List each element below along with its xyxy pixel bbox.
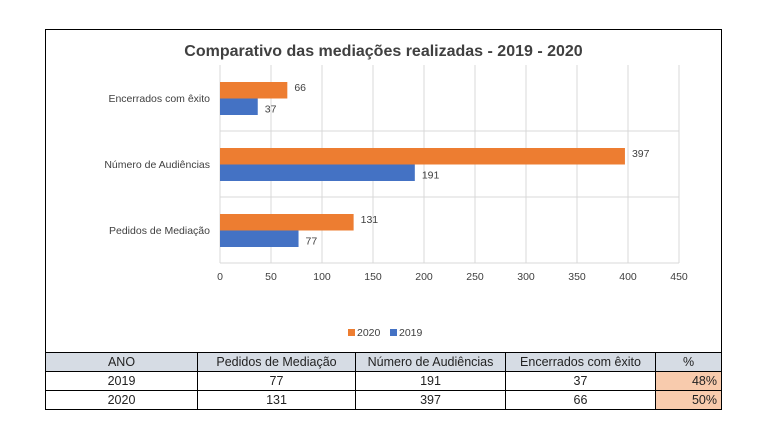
y-tick-label: Número de Audiências <box>104 159 210 171</box>
data-label: 191 <box>422 170 440 182</box>
bar-2019 <box>220 230 299 247</box>
cell-pct: 50% <box>655 390 722 410</box>
data-label: 37 <box>265 104 277 116</box>
bar-2020 <box>220 148 625 165</box>
data-label: 131 <box>361 214 379 226</box>
legend-label: 2019 <box>399 327 423 339</box>
bar-2019 <box>220 98 258 115</box>
data-table: ANO Pedidos de Mediação Número de Audiên… <box>45 352 722 410</box>
cell: 2019 <box>45 371 198 391</box>
x-tick-label: 400 <box>619 271 637 283</box>
cell: 37 <box>505 371 656 391</box>
x-tick-label: 350 <box>568 271 586 283</box>
table-row: 2020 131 397 66 50% <box>45 390 722 410</box>
legend-swatch-2020 <box>348 329 355 336</box>
x-tick-label: 0 <box>217 271 223 283</box>
cell: 397 <box>355 390 506 410</box>
bar-2020 <box>220 82 288 99</box>
x-tick-label: 450 <box>670 271 688 283</box>
chart-title: Comparativo das mediações realizadas - 2… <box>184 43 583 60</box>
cell: 77 <box>197 371 356 391</box>
x-tick-label: 250 <box>466 271 484 283</box>
bar-chart: 0 50 100 150 200 250 300 350 400 450 Pedidos de Me… <box>104 65 688 339</box>
y-tick-label: Encerrados com êxito <box>108 93 210 105</box>
bar-2019 <box>220 164 415 181</box>
bar-2020 <box>220 214 354 231</box>
cell: 2020 <box>45 390 198 410</box>
x-tick-label: 50 <box>265 271 277 283</box>
x-tick-label: 150 <box>364 271 382 283</box>
data-label: 397 <box>632 148 650 160</box>
x-tick-label: 100 <box>313 271 331 283</box>
x-tick-label: 200 <box>415 271 433 283</box>
data-label: 77 <box>306 236 318 248</box>
header-audiencias: Número de Audiências <box>355 352 506 372</box>
cell: 191 <box>355 371 506 391</box>
legend-label: 2020 <box>357 327 381 339</box>
header-encerrados: Encerrados com êxito <box>505 352 656 372</box>
header-pedidos: Pedidos de Mediação <box>197 352 356 372</box>
header-ano: ANO <box>45 352 198 372</box>
y-tick-label: Pedidos de Mediação <box>109 225 210 237</box>
legend-swatch-2019 <box>390 329 397 336</box>
chart-frame <box>45 29 722 352</box>
table-header-row: ANO Pedidos de Mediação Número de Audiên… <box>45 352 722 372</box>
cell: 66 <box>505 390 656 410</box>
table-row: 2019 77 191 37 48% <box>45 371 722 391</box>
x-tick-label: 300 <box>517 271 535 283</box>
header-pct: % <box>655 352 722 372</box>
cell-pct: 48% <box>655 371 722 391</box>
data-label: 66 <box>294 82 306 94</box>
cell: 131 <box>197 390 356 410</box>
